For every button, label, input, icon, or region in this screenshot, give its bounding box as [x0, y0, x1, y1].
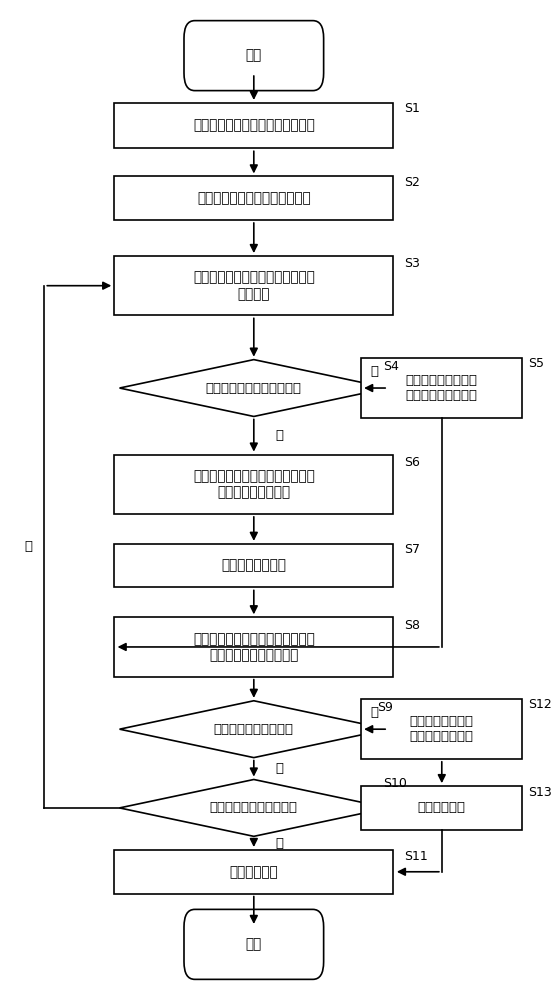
Bar [114, 176, 393, 220]
Text: 对浮点坐标像素值
进行线性插值计算: 对浮点坐标像素值 进行线性插值计算 [410, 715, 474, 743]
Text: S1: S1 [404, 102, 420, 115]
Bar [114, 544, 393, 587]
Polygon shape [119, 360, 388, 416]
Text: 输出坐标值超出边界？: 输出坐标值超出边界？ [214, 723, 294, 736]
Text: 输出防抖图像: 输出防抖图像 [418, 801, 466, 814]
Text: S12: S12 [528, 698, 552, 711]
Bar [114, 455, 393, 514]
Text: 计算当前帧图像的帧间旋转矩阵: 计算当前帧图像的帧间旋转矩阵 [197, 191, 311, 205]
Bar [114, 617, 393, 677]
Text: S3: S3 [404, 257, 420, 270]
Text: 是: 是 [275, 837, 283, 850]
Bar [361, 699, 522, 759]
Bar [114, 850, 393, 894]
Text: S5: S5 [528, 357, 544, 370]
Text: S13: S13 [528, 786, 552, 799]
Text: S8: S8 [404, 619, 420, 632]
Polygon shape [119, 779, 388, 836]
Text: 应用新旋转矩阵以及帧内旋转矩阵
计算像素点的输出坐标值: 应用新旋转矩阵以及帧内旋转矩阵 计算像素点的输出坐标值 [193, 632, 315, 662]
Polygon shape [119, 701, 388, 758]
Text: 开始: 开始 [246, 49, 262, 63]
Text: S9: S9 [377, 701, 393, 714]
Text: S7: S7 [404, 543, 420, 556]
Bar [114, 256, 393, 315]
Text: S4: S4 [383, 360, 398, 373]
Text: 输出原始图像: 输出原始图像 [229, 865, 278, 879]
FancyBboxPatch shape [184, 909, 324, 979]
Text: 应用新旋转矩阵计算
像素点的输出坐标值: 应用新旋转矩阵计算 像素点的输出坐标值 [406, 374, 478, 402]
Text: S11: S11 [404, 850, 428, 863]
Text: 否: 否 [371, 706, 379, 719]
FancyBboxPatch shape [184, 21, 324, 91]
Bar [114, 103, 393, 148]
Text: 否: 否 [24, 540, 32, 553]
Text: 获取陀螺仪数据以及多帧图像数据: 获取陀螺仪数据以及多帧图像数据 [193, 119, 315, 133]
Text: S2: S2 [404, 176, 420, 189]
Text: S10: S10 [383, 777, 407, 790]
Text: 滤波次数到达预设次数？: 滤波次数到达预设次数？ [210, 801, 298, 814]
Text: 结束: 结束 [246, 937, 262, 951]
Text: 是: 是 [275, 429, 283, 442]
Text: 是: 是 [275, 762, 283, 775]
Bar [361, 358, 522, 418]
Text: 否: 否 [371, 365, 379, 378]
Text: 当前录像装置是预设类型？: 当前录像装置是预设类型？ [206, 382, 302, 395]
Text: 获取当前帧图像首行像素与非首行
像素之间的旋转角度: 获取当前帧图像首行像素与非首行 像素之间的旋转角度 [193, 469, 315, 499]
Text: S6: S6 [404, 456, 420, 469]
Bar [361, 786, 522, 830]
Text: 生成帧内旋转矩阵: 生成帧内旋转矩阵 [221, 559, 286, 573]
Text: 对帧间旋转矩阵进行滤波，生成新
旋转矩阵: 对帧间旋转矩阵进行滤波，生成新 旋转矩阵 [193, 271, 315, 301]
